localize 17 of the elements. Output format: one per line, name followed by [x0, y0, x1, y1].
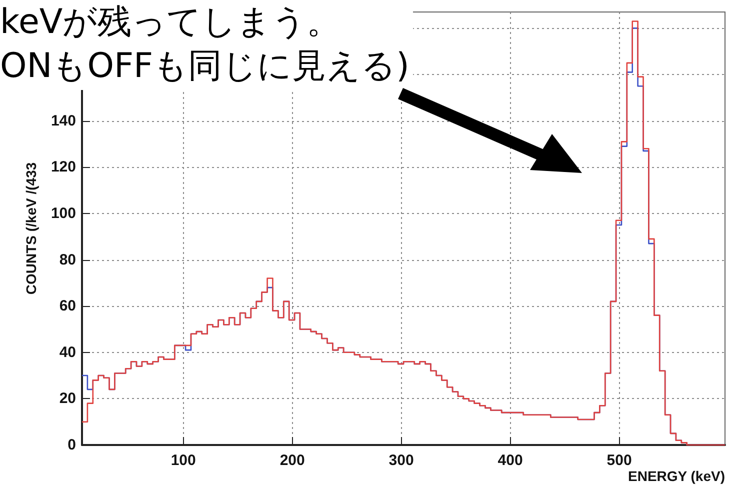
x-tick-label: 200 — [280, 452, 305, 469]
y-tick-label: 40 — [59, 344, 76, 361]
x-tick-label: 500 — [606, 452, 632, 469]
y-tick-label: 80 — [59, 251, 76, 268]
x-tick-label: 300 — [388, 452, 414, 469]
y-tick-label: 0 — [68, 436, 76, 454]
x-tick-label: 400 — [498, 452, 523, 469]
annotation: ONもOFFも同じに見える) — [0, 45, 410, 88]
annotation: keVが残ってしまう。 — [0, 1, 342, 44]
y-tick-label: 120 — [50, 158, 76, 176]
y-tick-label: 20 — [59, 390, 76, 408]
x-axis-title: ENERGY (keV) — [628, 468, 725, 484]
x-tick-label: 100 — [170, 452, 196, 469]
y-tick-label: 100 — [50, 204, 76, 222]
y-tick-label: 140 — [50, 112, 76, 130]
y-axis-title: COUNTS (/keV /(433 — [23, 162, 39, 295]
y-tick-label: 60 — [59, 298, 76, 315]
